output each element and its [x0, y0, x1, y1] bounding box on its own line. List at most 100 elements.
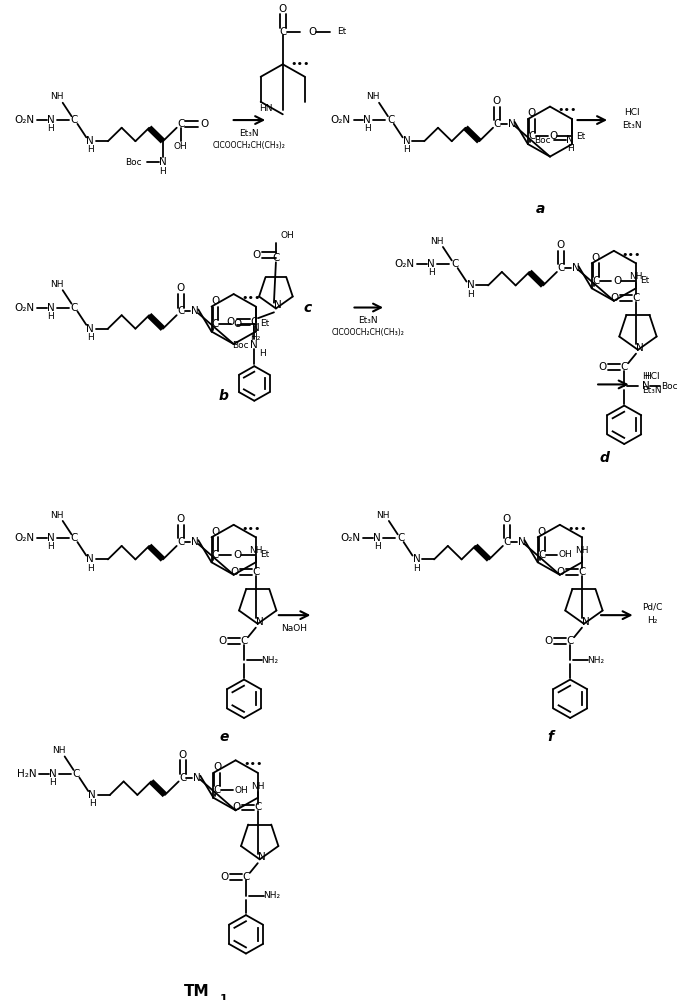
Text: O₂N: O₂N: [14, 303, 35, 313]
Text: O: O: [308, 27, 317, 37]
Text: O: O: [227, 317, 235, 327]
Text: O: O: [537, 527, 545, 537]
Text: H₂: H₂: [251, 333, 261, 342]
Text: C: C: [179, 773, 187, 783]
Text: O: O: [176, 283, 185, 293]
Text: Et₃N: Et₃N: [622, 121, 642, 130]
Text: b: b: [219, 389, 229, 403]
Text: O: O: [556, 567, 565, 577]
Text: N: N: [427, 259, 435, 269]
Text: NH: NH: [430, 237, 444, 246]
Text: NH: NH: [575, 546, 588, 555]
Text: O: O: [233, 550, 241, 560]
Text: C: C: [272, 253, 280, 263]
Text: C: C: [493, 119, 501, 129]
Text: N: N: [252, 323, 259, 333]
Text: N: N: [47, 115, 54, 125]
Text: C: C: [177, 306, 185, 316]
Text: H: H: [403, 145, 410, 154]
Text: OH: OH: [174, 142, 187, 151]
Text: C: C: [71, 533, 78, 543]
Text: 1: 1: [220, 994, 227, 1000]
Text: O: O: [610, 293, 618, 303]
Text: H₂: H₂: [647, 616, 657, 625]
Text: H: H: [50, 778, 57, 787]
Text: Et₃N: Et₃N: [240, 129, 259, 138]
Text: O: O: [213, 762, 221, 772]
Text: O: O: [613, 276, 622, 286]
Text: N: N: [193, 773, 201, 783]
Text: C: C: [214, 785, 221, 795]
Text: C: C: [578, 567, 586, 577]
Text: C: C: [212, 550, 219, 560]
Text: e: e: [219, 730, 229, 744]
Text: N: N: [636, 343, 644, 353]
Text: C: C: [632, 293, 639, 303]
Text: NH: NH: [376, 511, 390, 520]
Text: OH: OH: [234, 786, 248, 795]
Text: HCl: HCl: [624, 108, 639, 117]
Text: O: O: [211, 296, 219, 306]
Text: •••: •••: [242, 524, 261, 534]
Text: NH: NH: [52, 746, 65, 755]
Text: N: N: [571, 263, 580, 273]
Text: N: N: [47, 303, 54, 313]
Text: NH: NH: [50, 92, 63, 101]
Text: O: O: [230, 567, 238, 577]
Text: H: H: [567, 144, 573, 153]
Text: H: H: [87, 333, 93, 342]
Text: OH: OH: [281, 231, 295, 240]
Text: O: O: [220, 872, 228, 882]
Text: f: f: [547, 730, 553, 744]
Text: OH: OH: [558, 550, 572, 559]
Text: N: N: [582, 617, 590, 627]
Text: Pd/C: Pd/C: [642, 603, 663, 612]
Text: N: N: [567, 135, 574, 145]
Text: N: N: [274, 300, 282, 310]
Text: C: C: [567, 636, 574, 646]
Text: C: C: [71, 115, 78, 125]
Text: O: O: [599, 362, 607, 372]
Text: NH₂: NH₂: [263, 891, 280, 900]
Text: H₂N: H₂N: [16, 769, 36, 779]
Text: O: O: [211, 527, 219, 537]
Text: Et₃N: Et₃N: [358, 316, 378, 325]
Text: O: O: [178, 750, 187, 760]
Text: O₂N: O₂N: [14, 115, 35, 125]
Text: O₂N: O₂N: [394, 259, 415, 269]
Text: O: O: [176, 514, 185, 524]
Text: N: N: [49, 769, 57, 779]
Text: H: H: [87, 564, 93, 573]
Text: C: C: [528, 131, 535, 141]
Text: O₂N: O₂N: [14, 533, 35, 543]
Text: H: H: [642, 372, 649, 381]
Text: NH: NH: [50, 280, 63, 289]
Text: C: C: [251, 317, 258, 327]
Text: HN: HN: [259, 104, 273, 113]
Text: a: a: [535, 202, 545, 216]
Text: NH₂: NH₂: [261, 656, 278, 665]
Text: N: N: [251, 340, 258, 350]
Text: C: C: [557, 263, 565, 273]
Text: O: O: [232, 802, 240, 812]
Text: N: N: [86, 136, 94, 146]
Text: N: N: [364, 115, 371, 125]
Text: HCl: HCl: [644, 372, 660, 381]
Text: C: C: [254, 802, 262, 812]
Text: N: N: [413, 554, 420, 564]
Text: Boc: Boc: [535, 136, 551, 145]
Text: Boc: Boc: [125, 158, 142, 167]
Text: •••: •••: [244, 759, 263, 769]
Text: N: N: [258, 852, 266, 862]
Text: H: H: [48, 124, 54, 133]
Text: NH: NH: [251, 782, 264, 791]
Text: C: C: [252, 567, 259, 577]
Text: C: C: [212, 319, 219, 329]
Text: C: C: [592, 276, 599, 286]
Text: O: O: [493, 96, 501, 106]
Text: Et₃N: Et₃N: [642, 386, 662, 395]
Text: O: O: [550, 131, 558, 141]
Text: H: H: [467, 290, 474, 299]
Text: NH: NH: [50, 511, 63, 520]
Text: N: N: [47, 533, 54, 543]
